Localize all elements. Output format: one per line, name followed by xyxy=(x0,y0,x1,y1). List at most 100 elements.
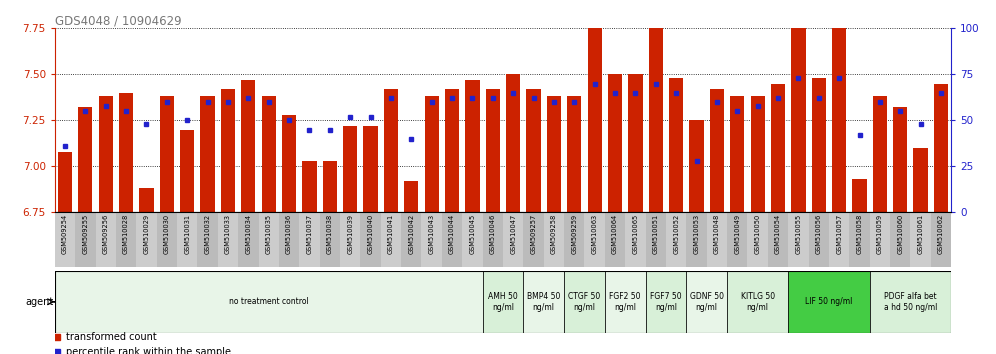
Bar xyxy=(872,96,887,212)
Bar xyxy=(156,212,177,267)
Text: GSM510030: GSM510030 xyxy=(163,214,170,254)
Bar xyxy=(628,74,642,212)
Text: GSM510051: GSM510051 xyxy=(652,214,658,254)
Bar xyxy=(445,89,459,212)
Text: GSM509254: GSM509254 xyxy=(62,214,68,254)
Bar xyxy=(241,80,255,212)
Bar xyxy=(564,212,585,267)
Text: GSM510052: GSM510052 xyxy=(673,214,679,254)
Bar xyxy=(200,96,215,212)
Bar xyxy=(727,271,788,333)
Bar xyxy=(340,212,361,267)
Text: GSM510050: GSM510050 xyxy=(755,214,761,254)
Bar xyxy=(751,96,765,212)
Bar xyxy=(648,23,663,212)
Text: GSM510057: GSM510057 xyxy=(836,214,843,254)
Bar xyxy=(850,212,870,267)
Bar xyxy=(645,212,666,267)
Bar xyxy=(910,212,931,267)
Text: GSM510049: GSM510049 xyxy=(734,214,740,254)
Bar xyxy=(527,89,541,212)
Text: GSM510045: GSM510045 xyxy=(469,214,475,254)
Text: GSM510037: GSM510037 xyxy=(307,214,313,254)
Text: GSM510036: GSM510036 xyxy=(286,214,292,254)
Bar xyxy=(605,271,645,333)
Bar xyxy=(383,89,398,212)
Text: GSM509256: GSM509256 xyxy=(103,214,109,254)
Text: GSM510029: GSM510029 xyxy=(143,214,149,254)
Text: GSM510060: GSM510060 xyxy=(897,214,903,254)
Text: GSM510048: GSM510048 xyxy=(714,214,720,254)
Bar xyxy=(320,212,340,267)
Bar xyxy=(79,108,93,212)
Text: GSM510053: GSM510053 xyxy=(693,214,699,254)
Bar xyxy=(832,23,847,212)
Bar xyxy=(689,120,703,212)
Text: GDS4048 / 10904629: GDS4048 / 10904629 xyxy=(55,14,181,27)
Bar xyxy=(75,212,96,267)
Bar xyxy=(180,130,194,212)
Text: PDGF alfa bet
a hd 50 ng/ml: PDGF alfa bet a hd 50 ng/ml xyxy=(883,292,937,312)
Bar xyxy=(55,212,75,267)
Bar xyxy=(279,212,299,267)
Bar xyxy=(483,212,503,267)
Bar xyxy=(299,212,320,267)
Bar xyxy=(523,271,564,333)
Bar xyxy=(380,212,401,267)
Bar xyxy=(666,212,686,267)
Text: GSM510044: GSM510044 xyxy=(449,214,455,254)
Bar xyxy=(931,212,951,267)
Bar xyxy=(259,212,279,267)
Text: GSM510047: GSM510047 xyxy=(510,214,516,254)
Text: GSM510056: GSM510056 xyxy=(816,214,822,254)
Bar xyxy=(625,212,645,267)
Bar xyxy=(567,96,582,212)
Bar xyxy=(893,108,907,212)
Bar xyxy=(218,212,238,267)
Bar xyxy=(197,212,218,267)
Bar xyxy=(829,212,850,267)
Text: GSM510058: GSM510058 xyxy=(857,214,863,254)
Bar xyxy=(870,271,951,333)
Text: GSM510061: GSM510061 xyxy=(917,214,923,254)
Bar xyxy=(788,271,870,333)
Bar xyxy=(462,212,483,267)
Bar xyxy=(486,89,500,212)
Bar xyxy=(404,181,418,212)
Bar xyxy=(282,115,296,212)
Text: GSM510062: GSM510062 xyxy=(938,214,944,254)
Bar xyxy=(99,96,113,212)
Bar xyxy=(747,212,768,267)
Text: GSM510040: GSM510040 xyxy=(368,214,374,254)
Bar xyxy=(686,271,727,333)
Text: GSM509255: GSM509255 xyxy=(83,214,89,254)
Text: FGF2 50
ng/ml: FGF2 50 ng/ml xyxy=(610,292,641,312)
Text: GSM510032: GSM510032 xyxy=(204,214,210,254)
Bar xyxy=(343,126,358,212)
Text: GSM510035: GSM510035 xyxy=(266,214,272,254)
Text: GSM510034: GSM510034 xyxy=(245,214,251,254)
Text: GSM510033: GSM510033 xyxy=(225,214,231,254)
Text: agent: agent xyxy=(26,297,54,307)
Text: GSM510043: GSM510043 xyxy=(428,214,434,254)
Bar xyxy=(686,212,707,267)
Bar xyxy=(177,212,197,267)
Bar xyxy=(238,212,259,267)
Text: FGF7 50
ng/ml: FGF7 50 ng/ml xyxy=(650,292,682,312)
Bar xyxy=(771,84,785,212)
Bar xyxy=(424,96,439,212)
Bar xyxy=(364,126,377,212)
Text: GSM509259: GSM509259 xyxy=(572,214,578,254)
Bar xyxy=(361,212,380,267)
Text: GSM510055: GSM510055 xyxy=(796,214,802,254)
Bar xyxy=(913,148,927,212)
Text: GSM510031: GSM510031 xyxy=(184,214,190,254)
Bar xyxy=(116,212,136,267)
Text: GSM510064: GSM510064 xyxy=(612,214,619,254)
Bar xyxy=(119,93,133,212)
Bar xyxy=(564,271,605,333)
Text: GSM510046: GSM510046 xyxy=(490,214,496,254)
Text: LIF 50 ng/ml: LIF 50 ng/ml xyxy=(805,297,853,306)
Bar xyxy=(544,212,564,267)
Bar xyxy=(547,96,561,212)
